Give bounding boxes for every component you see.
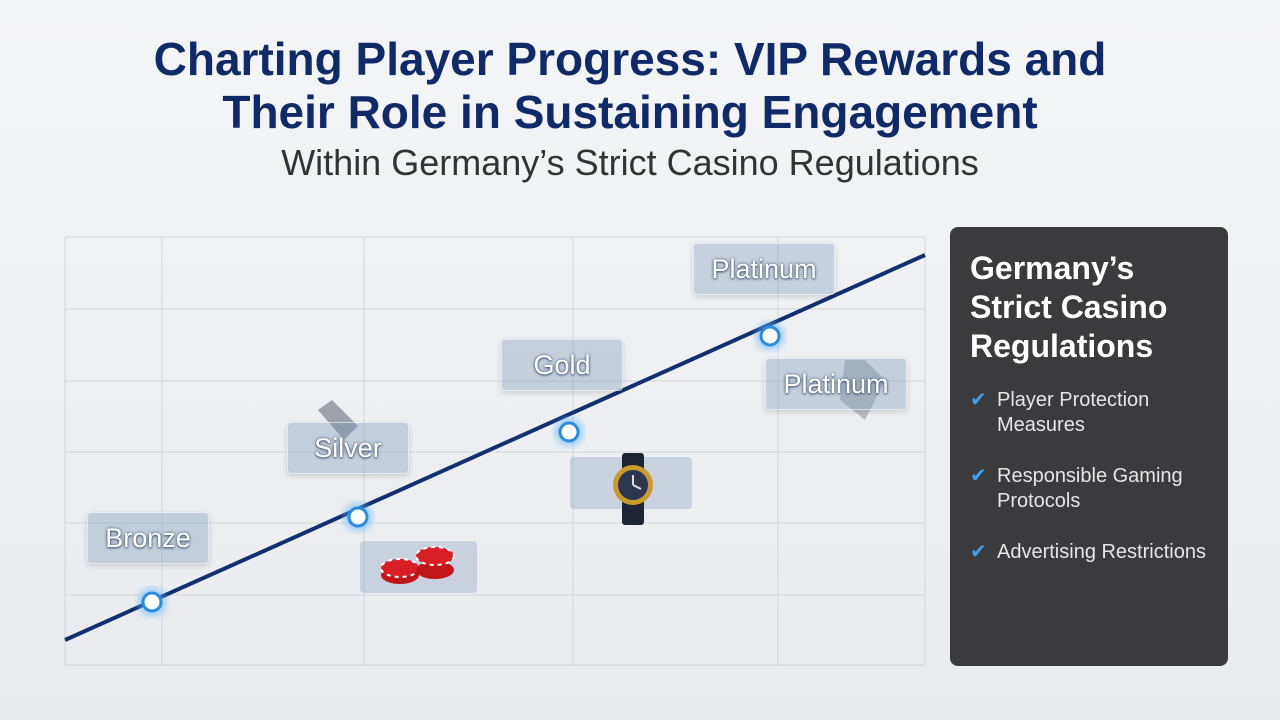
title-line: Their Role in Sustaining Engagement [222,86,1038,138]
panel-item: Player Protection Measures [970,388,1208,438]
subtitle: Within Germany’s Strict Casino Regulatio… [281,142,979,183]
panel-item: Advertising Restrictions [970,540,1208,565]
regulations-panel: Germany’s Strict Casino Regulations Play… [950,227,1228,666]
tier-label: Bronze [87,512,209,564]
progress-chart [64,236,926,666]
tier-label: Gold [501,339,623,391]
panel-item: Responsible Gaming Protocols [970,464,1208,514]
progress-line [64,253,926,642]
icons [318,360,885,593]
title-line: Charting Player Progress: VIP Rewards an… [153,33,1107,85]
grid [64,236,926,666]
tier-label: Platinum [765,358,907,410]
panel-title: Germany’s Strict Casino Regulations [970,250,1168,364]
milestones [138,322,784,616]
tier-label: Silver [287,422,409,474]
tier-label: Platinum [693,243,835,295]
